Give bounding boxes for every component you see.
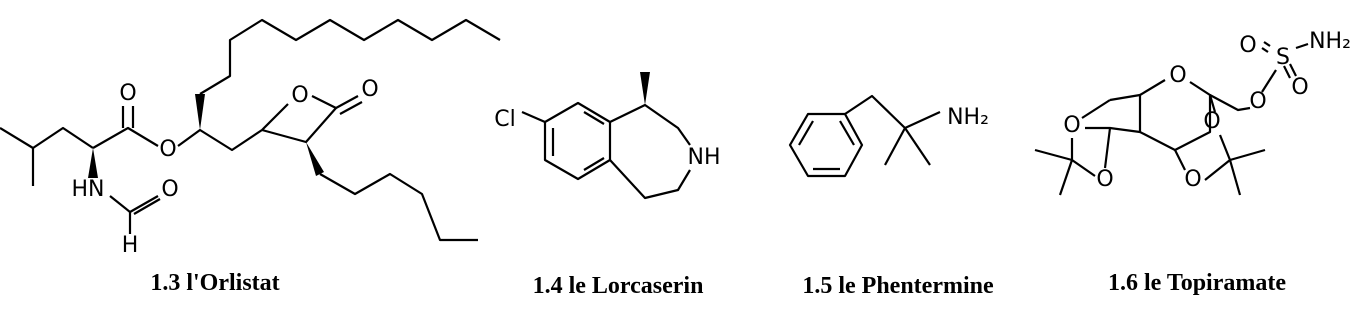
atom-label: Cl (494, 107, 515, 132)
bond (335, 95, 359, 109)
bond (199, 18, 501, 95)
bond (798, 120, 814, 146)
bond (521, 110, 546, 124)
bond (92, 126, 159, 149)
bond (1228, 159, 1242, 196)
wedge (195, 94, 205, 130)
bond (1261, 47, 1269, 53)
bond (609, 103, 691, 146)
caption: 1.4 le Lorcaserin (533, 273, 704, 299)
bond (609, 159, 691, 200)
atom-label: HN (72, 177, 105, 202)
bond (583, 157, 605, 171)
bond (1283, 65, 1291, 79)
bond (1034, 148, 1073, 162)
wedge (306, 142, 324, 176)
atom-label: NH₂ (947, 105, 989, 130)
atom-label: O (1169, 63, 1186, 88)
atom-label: O (159, 137, 176, 162)
bond (1085, 126, 1141, 134)
bond (884, 127, 906, 166)
bond (1289, 63, 1297, 77)
caption: 1.3 l'Orlistat (150, 270, 279, 296)
bond (1070, 138, 1096, 177)
bond (1209, 94, 1251, 112)
topiramate-structure (1034, 41, 1309, 196)
atom-label: O (1184, 167, 1201, 192)
atom-label: S (1276, 45, 1290, 70)
atom-label: O (1063, 113, 1080, 138)
atom-label: O (1291, 75, 1308, 100)
atom-label: O (119, 81, 136, 106)
bond (904, 127, 931, 166)
bond (543, 101, 612, 181)
bond (788, 112, 864, 178)
wedge (88, 148, 98, 178)
bond (339, 101, 363, 115)
bond (844, 94, 941, 130)
bond (1208, 94, 1217, 113)
bond (1058, 159, 1074, 196)
atom-label: O (1249, 89, 1266, 114)
bond (261, 103, 289, 131)
bond (1138, 79, 1212, 152)
bond (1204, 134, 1232, 181)
atom-label: NH₂ (1309, 29, 1351, 54)
bond (1103, 127, 1112, 169)
lorcaserin-structure (521, 72, 691, 200)
atom-label: H (122, 233, 139, 258)
bond (1174, 149, 1186, 171)
wedge (640, 72, 650, 105)
atom-label: O (361, 77, 378, 102)
bond (583, 111, 605, 125)
atom-label: NH (688, 145, 721, 170)
atom-label: O (1203, 109, 1220, 134)
bond (0, 126, 94, 150)
bond (1295, 42, 1309, 50)
bond (1109, 93, 1141, 102)
bond (1263, 41, 1271, 47)
bond (177, 128, 263, 152)
bond (1261, 69, 1277, 93)
bond (1081, 99, 1111, 119)
bond (319, 172, 478, 242)
caption: 1.5 le Phentermine (802, 273, 994, 299)
bond (839, 120, 855, 146)
bond (1229, 148, 1266, 162)
atom-label: O (1239, 33, 1256, 58)
bond (261, 95, 338, 144)
phentermine-structure (788, 94, 941, 178)
orlistat-structure (0, 18, 501, 242)
atom-label: O (161, 177, 178, 202)
bond (133, 198, 161, 215)
atom-label: O (1096, 167, 1113, 192)
caption: 1.6 le Topiramate (1108, 270, 1286, 296)
atom-label: O (291, 83, 308, 108)
